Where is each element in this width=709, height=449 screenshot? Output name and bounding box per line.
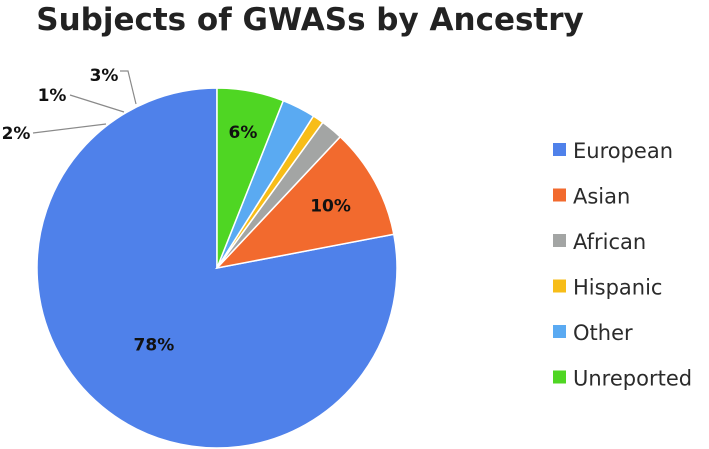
legend-label-other: Other: [573, 321, 633, 345]
pie-slice-unreported: [216, 87, 285, 269]
slice-label-hispanic: 1%: [38, 86, 67, 106]
slice-label-other: 3%: [90, 66, 119, 86]
legend-label-african: African: [573, 230, 646, 254]
legend-label-asian: Asian: [573, 185, 630, 209]
slice-label-unreported: 6%: [229, 123, 258, 143]
pie-slices: [36, 87, 398, 449]
legend-label-unreported: Unreported: [573, 367, 692, 391]
legend-label-european: European: [573, 139, 673, 163]
legend-swatch-african: [553, 234, 566, 247]
legend: European Asian African Hispanic Other Unrepor…: [553, 139, 692, 391]
leader-lines: [32, 70, 137, 134]
legend-swatch-asian: [553, 188, 566, 202]
slice-label-african: 2%: [2, 124, 31, 144]
slice-labels: 78% 10% 2% 1% 3% 6%: [2, 66, 351, 355]
legend-swatch-hispanic: [553, 279, 566, 293]
leader-line-other: [120, 70, 137, 105]
slice-label-asian: 10%: [310, 197, 351, 217]
legend-swatch-unreported: [553, 370, 566, 384]
leader-line-african: [32, 123, 107, 134]
pie-slice-european: [36, 87, 398, 449]
pie-slice-asian: [214, 135, 395, 270]
legend-label-hispanic: Hispanic: [573, 276, 662, 300]
leader-line-hispanic: [69, 94, 125, 113]
legend-swatch-european: [553, 143, 566, 156]
legend-swatch-other: [553, 325, 566, 338]
chart-title: Subjects of GWASs by Ancestry: [36, 2, 583, 38]
slice-label-european: 78%: [134, 335, 175, 355]
